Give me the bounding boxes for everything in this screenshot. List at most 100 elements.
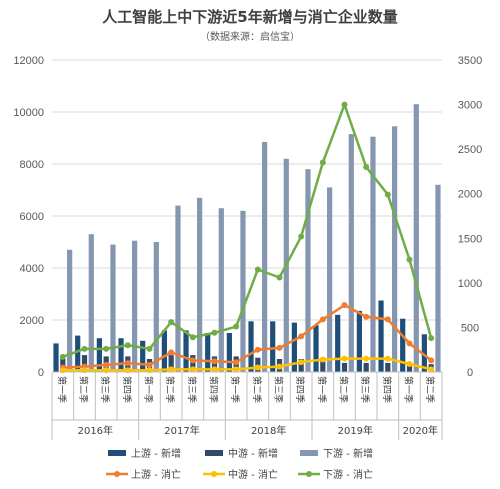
bar-2-16 <box>413 104 419 372</box>
bar-2-5 <box>175 205 181 372</box>
bar-2-11 <box>305 169 311 372</box>
bar-1-6 <box>190 355 196 372</box>
point-5-17 <box>428 335 435 342</box>
x-tick-label: 第四季 <box>121 376 133 403</box>
bar-1-13 <box>341 362 348 372</box>
chart-subtitle: （数据来源：启信宝） <box>200 30 300 43</box>
bar-0-17 <box>421 334 427 372</box>
x-tick-label: 第三季 <box>359 376 371 403</box>
point-4-8 <box>233 366 240 373</box>
legend-label-5: 下游 - 消亡 <box>323 468 373 481</box>
bar-1-11 <box>298 359 304 372</box>
bar-2-17 <box>435 184 441 372</box>
bar-1-12 <box>320 360 326 372</box>
bar-1-15 <box>385 362 391 372</box>
x-tick-label: 第一季 <box>403 376 415 403</box>
point-3-6 <box>189 357 196 364</box>
x-tick-label: 第二季 <box>78 376 90 403</box>
left-tick-label: 6000 <box>20 211 44 223</box>
point-5-8 <box>233 323 240 330</box>
point-3-14 <box>363 313 370 320</box>
bar-0-14 <box>356 310 362 372</box>
bar-0-9 <box>248 321 254 372</box>
point-3-16 <box>406 340 413 347</box>
point-5-1 <box>81 345 88 352</box>
right-tick-label: 1000 <box>458 278 482 290</box>
right-tick-label: 3000 <box>458 100 482 112</box>
point-4-9 <box>254 364 261 371</box>
right-tick-label: 2000 <box>458 189 482 201</box>
point-3-7 <box>211 358 218 365</box>
bar-2-7 <box>218 208 224 372</box>
bar-0-3 <box>118 338 124 372</box>
x-tick-label: 第三季 <box>99 376 111 403</box>
point-4-14 <box>363 355 370 362</box>
point-4-13 <box>341 355 348 362</box>
legend-swatch-1 <box>205 450 223 456</box>
legend-label-1: 中游 - 新增 <box>228 447 278 460</box>
legend-label-4: 中游 - 消亡 <box>228 468 278 481</box>
point-4-15 <box>384 355 391 362</box>
chart-title: 人工智能上中下游近5年新增与消亡企业数量 <box>102 8 397 26</box>
legend-marker-4 <box>211 471 217 477</box>
legend-label-3: 上游 - 消亡 <box>131 468 181 481</box>
point-5-3 <box>124 342 131 349</box>
point-5-12 <box>319 159 326 166</box>
year-label: 2016年 <box>78 424 113 437</box>
point-3-15 <box>384 316 391 323</box>
point-5-2 <box>103 345 110 352</box>
bar-2-13 <box>348 134 354 372</box>
year-label: 2018年 <box>251 424 286 437</box>
bar-0-1 <box>75 335 81 372</box>
point-5-10 <box>276 274 283 281</box>
point-3-8 <box>233 359 240 366</box>
x-tick-label: 第三季 <box>273 376 285 403</box>
bar-1-1 <box>81 355 88 372</box>
point-5-9 <box>254 266 261 273</box>
bar-2-4 <box>153 242 159 372</box>
left-tick-label: 8000 <box>20 159 44 171</box>
x-tick-label: 第四季 <box>208 376 220 403</box>
legend-marker-3 <box>114 471 120 477</box>
bar-1-16 <box>406 364 413 372</box>
legend-marker-5 <box>306 471 312 477</box>
left-tick-label: 0 <box>38 367 44 379</box>
x-tick-label: 第二季 <box>251 376 263 403</box>
bar-2-15 <box>392 126 398 372</box>
bar-0-8 <box>226 333 232 372</box>
point-3-5 <box>168 349 175 356</box>
x-tick-label: 第二季 <box>164 376 176 403</box>
point-4-12 <box>319 356 326 363</box>
bar-2-14 <box>370 136 376 372</box>
gridlines <box>52 59 442 373</box>
legend-label-2: 下游 - 新增 <box>323 447 373 460</box>
bar-1-5 <box>168 355 174 372</box>
legend-swatch-0 <box>108 450 126 456</box>
bar-0-13 <box>335 314 341 372</box>
point-4-10 <box>276 363 283 370</box>
point-5-11 <box>298 233 305 240</box>
line-series <box>59 101 435 374</box>
year-label: 2017年 <box>164 424 199 437</box>
point-3-2 <box>103 361 110 368</box>
point-3-10 <box>276 344 283 351</box>
bar-0-6 <box>183 330 189 372</box>
bar-2-0 <box>67 249 73 372</box>
year-label: 2019年 <box>338 424 373 437</box>
bar-0-16 <box>400 318 406 372</box>
bar-2-8 <box>240 210 246 372</box>
bar-2-6 <box>197 197 203 372</box>
point-3-11 <box>298 333 305 340</box>
point-4-5 <box>168 366 175 373</box>
bar-2-12 <box>327 187 333 372</box>
bar-0-12 <box>313 325 319 372</box>
year-label: 2020年 <box>403 424 438 437</box>
x-tick-label: 第二季 <box>338 376 350 403</box>
bar-0-0 <box>53 343 59 372</box>
left-tick-label: 2000 <box>20 315 44 327</box>
x-tick-label: 第二季 <box>424 376 436 403</box>
line-5 <box>62 103 433 359</box>
point-3-3 <box>124 360 131 367</box>
